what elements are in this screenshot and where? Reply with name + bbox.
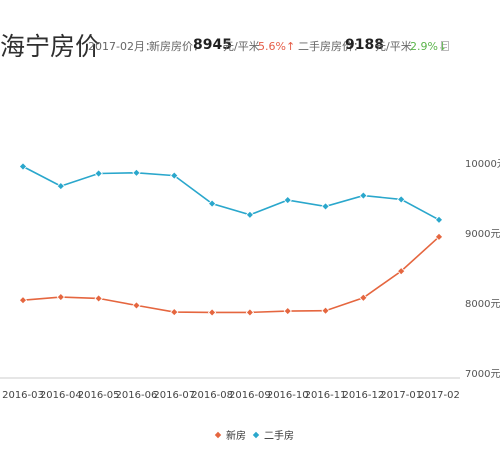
x-tick-label: 2016-05 — [78, 390, 120, 401]
x-tick-label: 2016-07 — [153, 390, 195, 401]
y-tick-label: 7000元 — [465, 369, 500, 380]
period-label: 2017-02月： — [88, 40, 156, 53]
data-point-second — [321, 202, 330, 211]
legend-label: 二手房 — [264, 429, 294, 442]
data-point-second — [56, 181, 65, 191]
data-point-second — [359, 191, 368, 200]
data-point-new — [359, 293, 368, 302]
new-price-change: 5.6%↑ — [258, 40, 296, 53]
data-point-new — [56, 292, 65, 302]
x-tick-label: 2017-02 — [418, 390, 460, 401]
new-price-value: 8945 — [193, 37, 232, 53]
data-point-second — [397, 195, 406, 204]
new-price-label: 新房房价： — [149, 40, 204, 53]
new-price-unit: 元/平米 — [223, 40, 260, 53]
x-tick-label: 2016-11 — [305, 390, 347, 401]
data-point-second — [18, 162, 28, 171]
y-tick-label: 10000元 — [465, 159, 500, 170]
x-tick-label: 2017-01 — [380, 390, 422, 401]
data-point-new — [434, 232, 444, 242]
series-line-second — [22, 165, 440, 221]
data-point-new — [132, 301, 141, 310]
legend-marker — [214, 431, 222, 439]
data-point-new — [170, 307, 179, 317]
page-title: 海宁房价 — [0, 32, 101, 61]
data-point-new — [94, 294, 103, 303]
second-price-label: 二手房房价： — [298, 40, 364, 53]
data-point-second — [434, 215, 444, 225]
x-tick-label: 2016-06 — [116, 390, 158, 401]
y-tick-label: 9000元 — [465, 229, 500, 240]
data-point-second — [245, 210, 255, 219]
x-tick-label: 2016-03 — [2, 390, 44, 401]
x-tick-label: 2016-08 — [191, 390, 233, 401]
data-point-new — [245, 308, 255, 317]
x-tick-label: 2016-10 — [267, 390, 309, 401]
x-tick-label: 2016-09 — [229, 390, 271, 401]
data-point-second — [170, 171, 179, 180]
series-line-new — [22, 236, 440, 314]
document-icon[interactable] — [441, 41, 449, 51]
second-price-unit: 元/平米 — [375, 40, 412, 53]
legend-marker — [252, 431, 260, 439]
data-point-second — [207, 199, 217, 208]
data-point-second — [283, 195, 292, 205]
data-point-new — [18, 296, 28, 305]
data-point-new — [207, 308, 217, 317]
legend-label: 新房 — [226, 429, 246, 442]
data-point-new — [397, 266, 406, 276]
second-price-value: 9188 — [345, 37, 384, 53]
data-point-new — [321, 306, 330, 315]
chart-header: 海宁房价 2017-02月： 新房房价： 8945 元/平米 5.6%↑ 二手房… — [0, 30, 500, 64]
x-tick-label: 2016-04 — [40, 390, 82, 401]
x-tick-label: 2016-12 — [342, 390, 384, 401]
data-point-second — [132, 168, 141, 177]
data-point-new — [283, 306, 292, 316]
second-price-change: 2.9%↓ — [410, 40, 448, 53]
data-point-second — [94, 169, 103, 178]
y-tick-label: 8000元 — [465, 299, 500, 310]
